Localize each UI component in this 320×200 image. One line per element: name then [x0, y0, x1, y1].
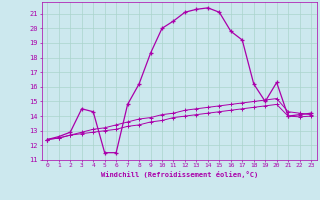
- X-axis label: Windchill (Refroidissement éolien,°C): Windchill (Refroidissement éolien,°C): [100, 171, 258, 178]
